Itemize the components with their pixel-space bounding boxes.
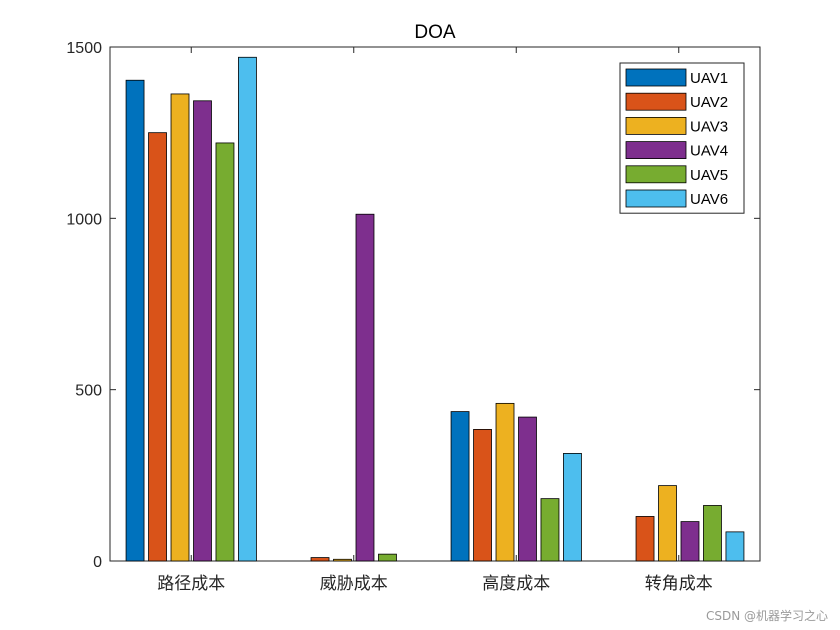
bar-uav4-0 <box>193 100 212 562</box>
bar-uav1-0 <box>125 79 145 562</box>
watermark: CSDN @机器学习之心 <box>705 609 828 623</box>
legend-label-uav5: UAV5 <box>690 167 728 184</box>
bar-uav5-3 <box>703 505 722 562</box>
legend-box <box>619 62 745 214</box>
legend-swatch-uav1 <box>625 68 687 87</box>
bar-uav4-1 <box>355 213 375 562</box>
bar-uav3-2 <box>495 402 515 562</box>
category-label: 路径成本 <box>157 574 225 594</box>
bar-uav6-2 <box>563 453 582 562</box>
chart-title: DOA <box>414 22 456 43</box>
legend-label-uav2: UAV2 <box>690 94 728 111</box>
bar-uav3-1 <box>333 558 352 562</box>
bar-uav1-2 <box>450 411 470 562</box>
category-label: 威胁成本 <box>320 574 388 594</box>
bar-uav5-0 <box>215 142 235 562</box>
legend-label-uav3: UAV3 <box>690 118 728 135</box>
legend-swatch-uav4 <box>625 141 687 160</box>
bar-uav5-1 <box>378 553 397 562</box>
legend-swatch-uav2 <box>625 92 687 111</box>
legend: UAV1 UAV2 UAV3 UAV4 UAV5 UAV6 <box>619 62 745 214</box>
legend-label-uav4: UAV4 <box>690 143 728 160</box>
legend-swatch-uav3 <box>625 117 687 135</box>
bar-uav4-3 <box>680 521 700 562</box>
legend-swatch-uav6 <box>625 189 687 208</box>
y-tick-label: 1000 <box>66 211 102 228</box>
category-label: 高度成本 <box>482 574 550 594</box>
bar-uav2-1 <box>310 557 330 562</box>
bar-uav6-0 <box>238 56 257 562</box>
bar-uav3-0 <box>170 93 190 562</box>
y-tick-label: 1500 <box>66 40 102 57</box>
bar-uav5-2 <box>540 498 560 562</box>
legend-label-uav1: UAV1 <box>690 70 728 87</box>
category-label: 转角成本 <box>645 574 713 594</box>
bar-uav2-0 <box>148 132 167 562</box>
y-tick-label: 500 <box>75 383 102 400</box>
y-tick-label: 0 <box>93 554 102 571</box>
legend-swatch-uav5 <box>625 165 687 184</box>
legend-label-uav6: UAV6 <box>690 191 728 208</box>
bar-uav3-3 <box>658 485 677 562</box>
bar-uav2-2 <box>473 429 492 562</box>
bar-uav6-3 <box>725 531 745 562</box>
bar-uav2-3 <box>635 516 655 562</box>
bar-uav4-2 <box>518 416 537 562</box>
